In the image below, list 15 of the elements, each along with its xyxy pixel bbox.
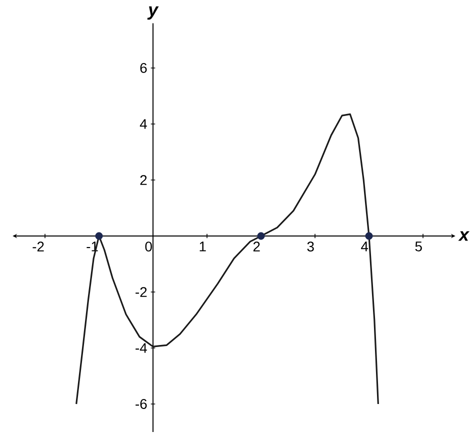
x-axis-title: x — [458, 231, 470, 241]
x-tick-label: 2 — [253, 242, 260, 252]
x-tick-label: 4 — [361, 242, 368, 252]
y-tick-label: -4 — [136, 343, 147, 353]
y-tick-label: -6 — [136, 399, 147, 409]
x-tick-label: 5 — [415, 242, 422, 252]
y-axis-title: y — [147, 6, 159, 20]
y-tick-label: 6 — [140, 63, 147, 73]
y-tick-label: 4 — [140, 119, 147, 129]
x-tick-label: 1 — [200, 242, 206, 252]
y-tick-label: 2 — [140, 175, 147, 185]
y-tick-label: -2 — [136, 287, 147, 297]
x-tick-label: 3 — [307, 242, 314, 252]
x-tick-label: -2 — [32, 242, 44, 252]
x-tick-label: 0 — [145, 242, 152, 252]
